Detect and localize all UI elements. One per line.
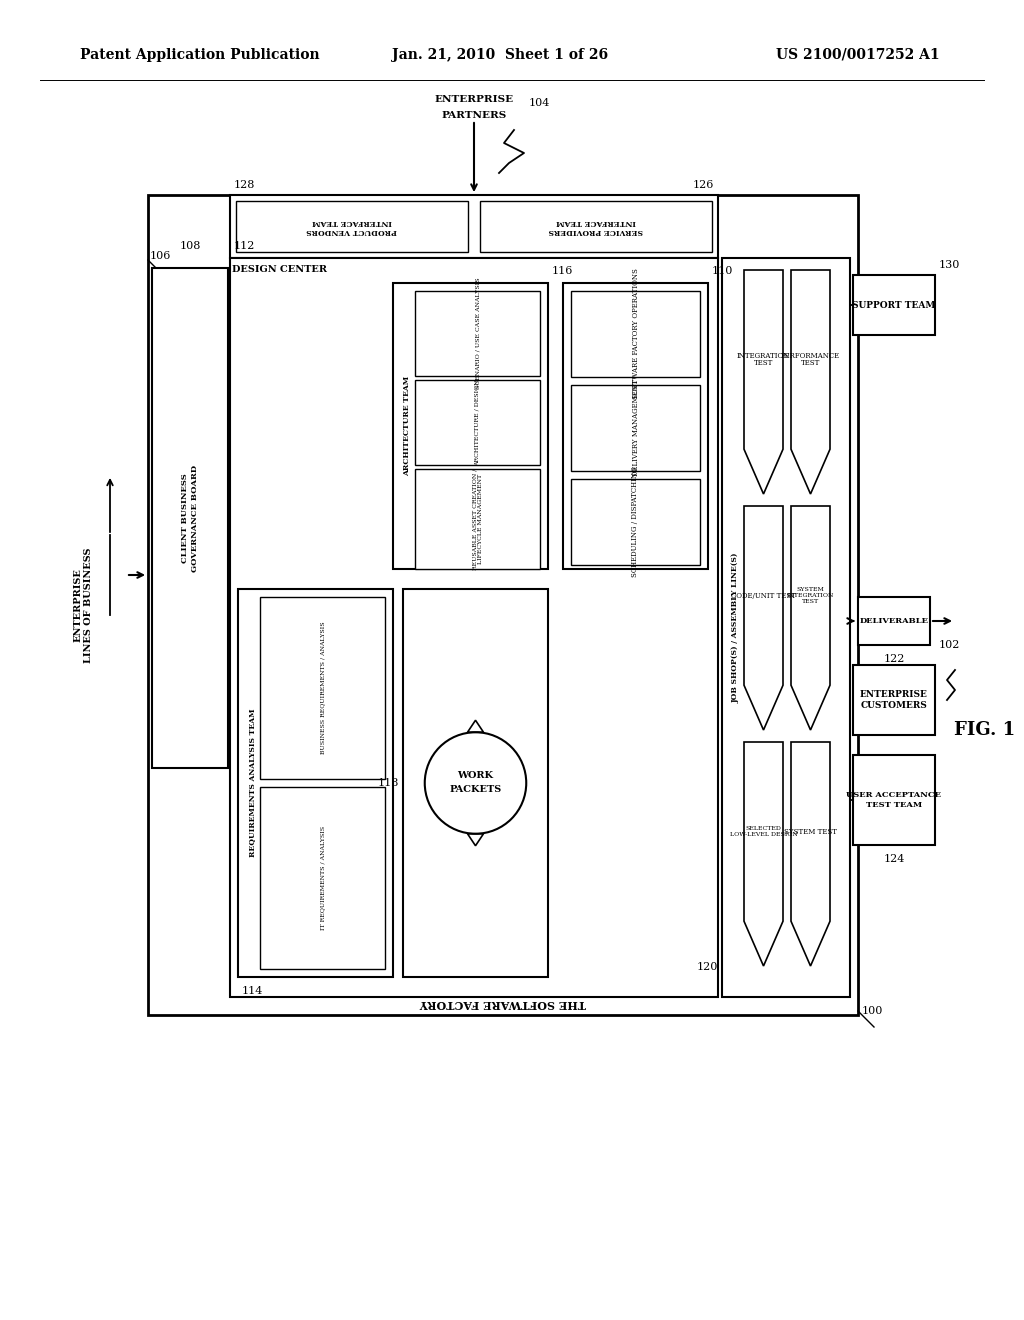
Text: 106: 106 (150, 251, 171, 261)
Text: BUSINESS REQUIREMENTS / ANALYSIS: BUSINESS REQUIREMENTS / ANALYSIS (319, 622, 325, 754)
Text: IT REQUIREMENTS / ANALYSIS: IT REQUIREMENTS / ANALYSIS (319, 826, 325, 931)
Bar (853, 275, 935, 335)
Text: JOB SHOP(S) / ASSEMBLY LINE(S): JOB SHOP(S) / ASSEMBLY LINE(S) (732, 552, 740, 702)
Text: LOW-LEVEL DESIGN: LOW-LEVEL DESIGN (730, 832, 798, 837)
Text: Jan. 21, 2010  Sheet 1 of 26: Jan. 21, 2010 Sheet 1 of 26 (392, 48, 608, 62)
Bar (415, 380, 540, 465)
Bar (853, 755, 935, 845)
Bar (563, 282, 708, 569)
Text: CODE/UNIT TEST: CODE/UNIT TEST (731, 591, 796, 599)
Text: DESIGN CENTER: DESIGN CENTER (232, 265, 328, 275)
Text: SYSTEM: SYSTEM (797, 587, 824, 591)
Bar (152, 268, 228, 768)
Text: SERVICE PROVIDERS
INTERFACE TEAM: SERVICE PROVIDERS INTERFACE TEAM (549, 218, 643, 235)
Text: PERFORMANCE: PERFORMANCE (781, 352, 840, 360)
Text: ARCHITECTURE TEAM: ARCHITECTURE TEAM (403, 376, 411, 477)
Text: DELIVERABLE: DELIVERABLE (859, 616, 929, 624)
Text: 128: 128 (234, 180, 255, 190)
Text: INTEGRATION: INTEGRATION (786, 593, 835, 598)
Text: TEST: TEST (801, 359, 820, 367)
Text: SCENARIO / USE CASE ANALYSIS: SCENARIO / USE CASE ANALYSIS (475, 277, 480, 389)
Text: CLIENT BUSINESS
GOVERNANCE BOARD: CLIENT BUSINESS GOVERNANCE BOARD (181, 465, 199, 572)
Text: US 2100/0017252 A1: US 2100/0017252 A1 (776, 48, 940, 62)
Text: REQUIREMENTS ANALYSIS TEAM: REQUIREMENTS ANALYSIS TEAM (248, 709, 256, 857)
Text: PACKETS: PACKETS (450, 785, 502, 795)
Text: Patent Application Publication: Patent Application Publication (80, 48, 319, 62)
Bar (571, 385, 700, 471)
Text: SCHEDULING / DISPATCHING: SCHEDULING / DISPATCHING (632, 467, 640, 577)
Text: 116: 116 (552, 267, 573, 276)
Text: SUPPORT TEAM: SUPPORT TEAM (852, 301, 936, 309)
Text: 102: 102 (939, 640, 961, 649)
Bar (480, 201, 712, 252)
Text: ENTERPRISE
LINES OF BUSINESS: ENTERPRISE LINES OF BUSINESS (74, 548, 93, 663)
Text: 104: 104 (529, 98, 550, 108)
Text: USER ACCEPTANCE
TEST TEAM: USER ACCEPTANCE TEST TEAM (847, 792, 941, 809)
Bar (148, 195, 858, 1015)
Text: FIG. 1: FIG. 1 (954, 721, 1016, 739)
Bar (230, 195, 718, 257)
Text: SYSTEM TEST: SYSTEM TEST (784, 828, 837, 836)
Text: PARTNERS: PARTNERS (441, 111, 507, 120)
Bar (230, 257, 718, 997)
Text: 124: 124 (884, 854, 904, 865)
Text: ENTERPRISE: ENTERPRISE (434, 95, 514, 104)
Bar (722, 257, 850, 997)
Text: 118: 118 (378, 777, 399, 788)
Text: 126: 126 (692, 180, 714, 190)
Text: 112: 112 (234, 242, 255, 251)
Text: THE SOFTWARE FACTORY: THE SOFTWARE FACTORY (420, 998, 586, 1010)
Text: WORK: WORK (458, 771, 494, 780)
Bar (260, 597, 385, 779)
Text: 108: 108 (180, 242, 202, 251)
Bar (403, 589, 548, 977)
Text: TEST: TEST (802, 599, 819, 605)
Bar (415, 469, 540, 569)
Text: 114: 114 (242, 986, 263, 997)
Text: 120: 120 (696, 962, 718, 972)
Text: 130: 130 (939, 260, 961, 271)
Text: 110: 110 (712, 267, 733, 276)
Bar (571, 479, 700, 565)
Text: 122: 122 (884, 653, 904, 664)
Bar (571, 290, 700, 378)
Text: SOFTWARE FACTORY OPERATIONS: SOFTWARE FACTORY OPERATIONS (632, 268, 640, 400)
Text: SELECTED: SELECTED (745, 826, 781, 832)
Bar (238, 589, 393, 977)
Text: DELIVERY MANAGEMENT: DELIVERY MANAGEMENT (632, 380, 640, 477)
Text: REUSABLE ASSET CREATION /
LIFECYCLE MANAGEMENT: REUSABLE ASSET CREATION / LIFECYCLE MANA… (472, 469, 483, 570)
Bar (260, 787, 385, 969)
Text: TEST: TEST (754, 359, 773, 367)
Bar (393, 282, 548, 569)
Text: PRODUCT VENDORS
INTERFACE TEAM: PRODUCT VENDORS INTERFACE TEAM (306, 218, 397, 235)
Bar (415, 290, 540, 376)
Bar (853, 665, 935, 735)
Text: 100: 100 (862, 1006, 884, 1016)
Text: ENTERPRISE
CUSTOMERS: ENTERPRISE CUSTOMERS (860, 690, 928, 710)
Text: ARCHITECTURE / DESIGN: ARCHITECTURE / DESIGN (475, 379, 480, 466)
Bar (858, 597, 930, 645)
Text: INTEGRATION: INTEGRATION (737, 352, 791, 360)
Bar (236, 201, 468, 252)
